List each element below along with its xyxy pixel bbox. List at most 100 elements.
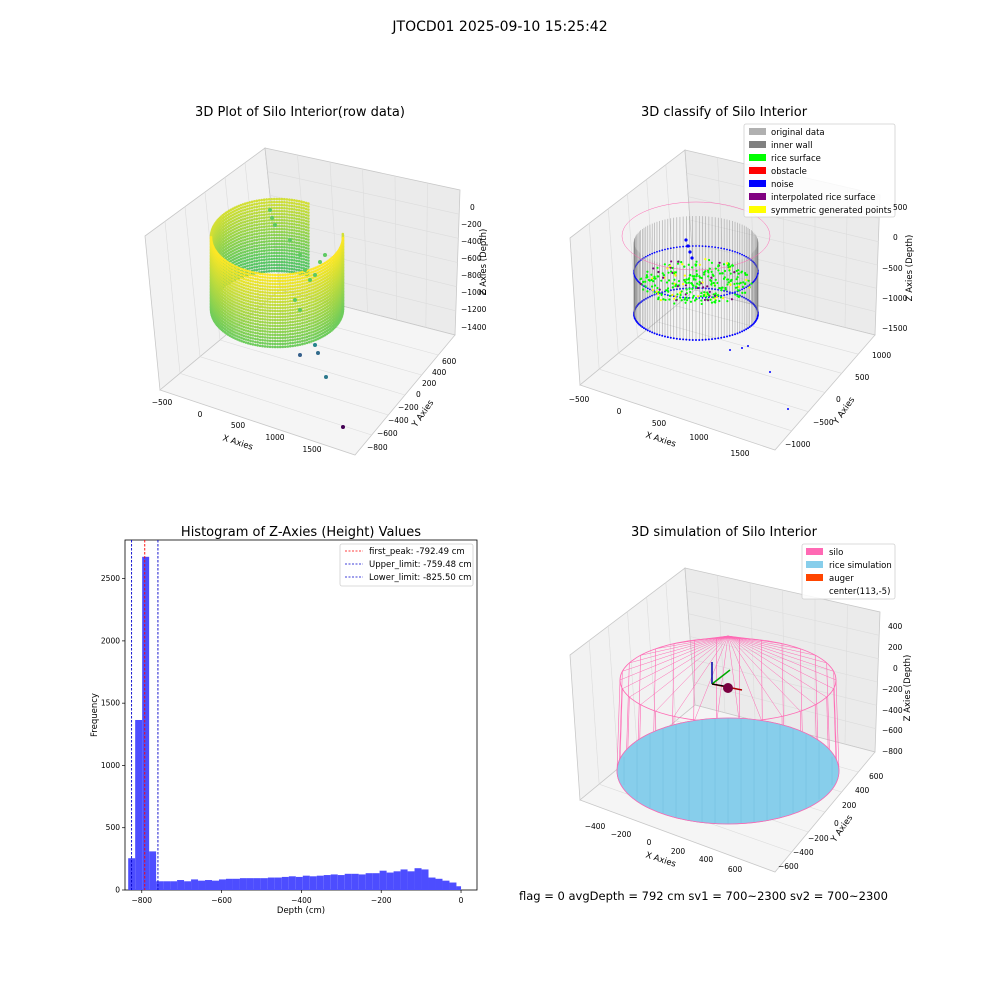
- p4-zlabel: Z Axies (Depth): [903, 655, 913, 722]
- rice-point: [721, 272, 723, 274]
- raw-point: [258, 247, 261, 250]
- raw-point: [301, 328, 304, 331]
- raw-point: [307, 247, 310, 250]
- p4-ytick-label: 400: [855, 786, 870, 795]
- raw-point: [247, 282, 250, 285]
- raw-point: [293, 238, 296, 241]
- raw-point: [294, 332, 297, 335]
- raw-point: [294, 293, 297, 296]
- noise-point: [689, 339, 691, 341]
- raw-point: [247, 306, 250, 309]
- rice-point: [704, 270, 706, 272]
- raw-point: [254, 299, 257, 302]
- raw-point: [260, 238, 263, 241]
- raw-point: [264, 279, 267, 282]
- raw-point: [243, 275, 246, 278]
- raw-point: [296, 287, 299, 290]
- raw-point: [276, 337, 279, 340]
- raw-point: [279, 337, 282, 340]
- raw-point: [300, 200, 303, 203]
- raw-point: [303, 300, 306, 303]
- rice-point: [731, 298, 733, 300]
- raw-point: [283, 231, 286, 234]
- raw-point: [301, 340, 304, 343]
- raw-point: [295, 268, 298, 271]
- p2-legend-label: rice surface: [771, 154, 821, 164]
- raw-point: [293, 220, 296, 223]
- raw-point: [259, 338, 262, 341]
- rice-point: [728, 266, 730, 268]
- raw-point: [245, 341, 248, 344]
- raw-point: [276, 304, 279, 307]
- raw-point: [298, 242, 301, 245]
- raw-point: [284, 336, 287, 339]
- p4-xtick-label: 200: [671, 847, 686, 856]
- raw-point: [264, 276, 267, 279]
- raw-point: [246, 253, 249, 256]
- noise-point: [705, 245, 707, 247]
- p2-ytick-label: 1000: [872, 351, 891, 360]
- raw-point: [289, 276, 292, 279]
- raw-point: [286, 282, 289, 285]
- raw-point: [256, 275, 259, 278]
- histogram-bar: [289, 876, 296, 890]
- raw-point: [270, 246, 273, 249]
- raw-point: [256, 221, 259, 224]
- raw-point: [281, 246, 284, 249]
- raw-point: [293, 247, 296, 250]
- raw-point: [293, 229, 296, 232]
- raw-point: [256, 248, 259, 251]
- raw-point: [274, 346, 277, 349]
- raw-point: [306, 327, 309, 330]
- p3-ytick-label: 2000: [101, 636, 120, 645]
- raw-point: [286, 315, 289, 318]
- raw-point: [300, 221, 303, 224]
- raw-point: [248, 201, 251, 204]
- raw-point: [298, 230, 301, 233]
- rice-point: [677, 263, 679, 265]
- raw-point: [265, 210, 268, 213]
- raw-point: [266, 276, 269, 279]
- raw-point: [252, 310, 255, 313]
- noise-point: [711, 246, 713, 248]
- raw-point: [260, 241, 263, 244]
- raw-point: [342, 300, 345, 303]
- raw-point: [247, 270, 250, 273]
- raw-point: [299, 313, 302, 316]
- raw-point: [299, 301, 302, 304]
- raw-point: [271, 301, 274, 304]
- raw-point: [275, 234, 278, 237]
- raw-point: [298, 269, 301, 272]
- raw-point: [342, 243, 345, 246]
- raw-point: [286, 231, 289, 234]
- rice-point: [696, 283, 698, 285]
- raw-point: [249, 301, 252, 304]
- raw-point: [307, 202, 310, 205]
- histogram-bar: [338, 875, 345, 890]
- raw-point: [273, 204, 276, 207]
- raw-point: [276, 343, 279, 346]
- raw-point: [278, 210, 281, 213]
- noise-point: [651, 331, 653, 333]
- raw-point: [254, 314, 257, 317]
- noise-point: [741, 288, 743, 290]
- raw-point: [256, 203, 259, 206]
- raw-point: [252, 298, 255, 301]
- raw-point: [263, 240, 266, 243]
- raw-point: [303, 246, 306, 249]
- raw-point: [254, 317, 257, 320]
- raw-point: [258, 235, 261, 238]
- raw-point: [253, 203, 256, 206]
- raw-point: [263, 231, 266, 234]
- raw-point: [307, 205, 310, 208]
- raw-point: [273, 201, 276, 204]
- raw-point: [281, 204, 284, 207]
- noise-point: [729, 335, 731, 337]
- raw-point: [251, 237, 254, 240]
- rice-point: [663, 274, 665, 276]
- raw-point: [283, 216, 286, 219]
- noise-point: [679, 246, 681, 248]
- raw-point: [303, 330, 306, 333]
- histogram-bar: [366, 873, 373, 890]
- raw-point: [252, 283, 255, 286]
